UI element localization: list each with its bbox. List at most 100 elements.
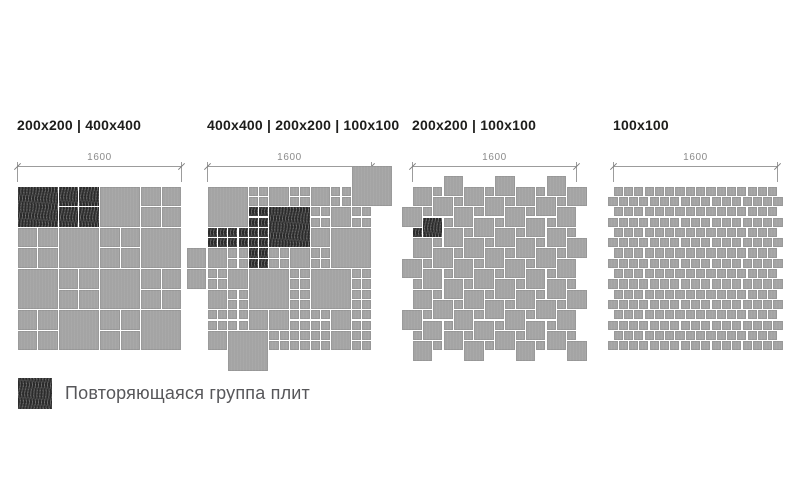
tile xyxy=(742,341,752,351)
tile xyxy=(300,279,310,289)
tile xyxy=(433,300,453,320)
tile xyxy=(567,227,577,237)
tile xyxy=(120,330,141,351)
tile xyxy=(649,238,659,248)
tile xyxy=(290,320,300,330)
tile xyxy=(474,269,494,289)
tile xyxy=(58,269,79,289)
tile xyxy=(567,279,577,289)
tile xyxy=(639,217,649,227)
tile xyxy=(716,227,726,237)
tile xyxy=(362,330,372,341)
tile xyxy=(737,186,747,196)
tile xyxy=(495,320,505,330)
tile xyxy=(670,258,680,268)
tile xyxy=(290,279,300,289)
tile xyxy=(300,330,310,341)
tile xyxy=(618,320,628,330)
tile xyxy=(768,310,778,320)
tile xyxy=(711,279,721,289)
tile xyxy=(186,248,207,268)
tile xyxy=(639,258,649,268)
tile xyxy=(618,279,628,289)
tile xyxy=(623,289,634,299)
tile xyxy=(58,310,99,351)
tile-dark xyxy=(79,207,99,227)
tile xyxy=(310,310,320,320)
tile xyxy=(279,341,289,351)
tile xyxy=(443,279,463,299)
tile xyxy=(737,269,747,279)
tile xyxy=(757,289,768,299)
tile xyxy=(248,310,269,330)
tile xyxy=(737,330,747,341)
tile xyxy=(556,196,567,207)
tile xyxy=(443,227,463,248)
tile xyxy=(290,269,300,279)
tile xyxy=(701,217,711,227)
tile xyxy=(742,300,752,310)
tile xyxy=(654,186,664,196)
tile xyxy=(608,258,618,268)
tile xyxy=(701,341,711,351)
tile xyxy=(623,186,634,196)
tile xyxy=(685,186,695,196)
tile xyxy=(300,186,310,196)
tile xyxy=(752,196,762,207)
panel-header: 100x100 xyxy=(613,117,669,133)
tile xyxy=(422,258,433,268)
tile xyxy=(701,258,711,268)
tile xyxy=(665,186,675,196)
tile xyxy=(412,341,433,361)
tile xyxy=(644,310,654,320)
tile xyxy=(665,227,675,237)
tile xyxy=(737,227,747,237)
tile xyxy=(495,269,505,279)
tile xyxy=(433,238,443,248)
tile xyxy=(742,238,752,248)
tile xyxy=(402,258,422,279)
tile xyxy=(680,300,690,310)
tile xyxy=(217,320,228,330)
tile xyxy=(721,258,731,268)
tile xyxy=(515,341,536,361)
tile xyxy=(422,269,443,289)
tile xyxy=(238,320,248,330)
tile xyxy=(644,289,654,299)
tile xyxy=(567,330,577,341)
tile-dark xyxy=(259,217,269,227)
tile xyxy=(716,289,726,299)
tile xyxy=(351,207,362,217)
tile xyxy=(629,196,639,207)
tile xyxy=(161,269,182,289)
tile xyxy=(331,207,351,227)
tile-dark xyxy=(422,217,443,237)
tile xyxy=(259,186,269,196)
tile xyxy=(675,186,685,196)
tile xyxy=(58,289,79,310)
tile xyxy=(362,207,372,217)
tile xyxy=(773,217,783,227)
tile xyxy=(634,248,644,258)
tile xyxy=(649,300,659,310)
tile xyxy=(629,300,639,310)
tile xyxy=(100,227,120,248)
tile-dark xyxy=(207,238,217,248)
tile xyxy=(556,207,577,227)
tile xyxy=(623,330,634,341)
tile-grid xyxy=(402,176,587,361)
tile xyxy=(629,341,639,351)
tile xyxy=(721,238,731,248)
tile xyxy=(464,227,474,237)
tile xyxy=(310,217,320,227)
tile xyxy=(685,289,695,299)
tile xyxy=(141,186,161,207)
tile xyxy=(654,207,664,217)
tile xyxy=(412,238,433,258)
tile xyxy=(773,258,783,268)
tile xyxy=(321,310,331,320)
extension-line-left xyxy=(17,162,18,182)
tile xyxy=(675,289,685,299)
tile xyxy=(443,217,453,227)
